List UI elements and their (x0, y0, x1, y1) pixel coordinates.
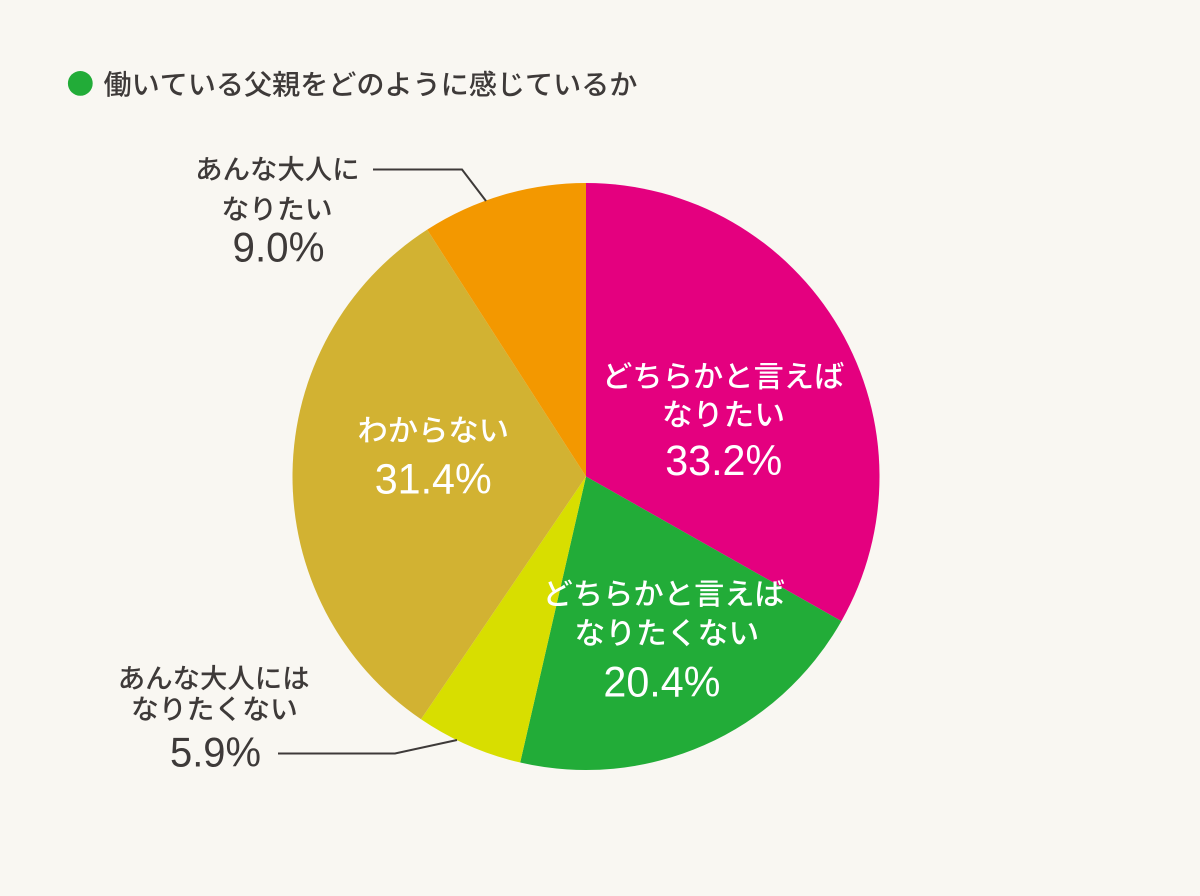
svg-text:20.4%: 20.4% (603, 659, 720, 707)
svg-text:9.0%: 9.0% (233, 224, 325, 271)
svg-text:33.2%: 33.2% (665, 437, 782, 485)
svg-text:31.4%: 31.4% (375, 456, 492, 504)
svg-text:5.9%: 5.9% (170, 729, 261, 776)
